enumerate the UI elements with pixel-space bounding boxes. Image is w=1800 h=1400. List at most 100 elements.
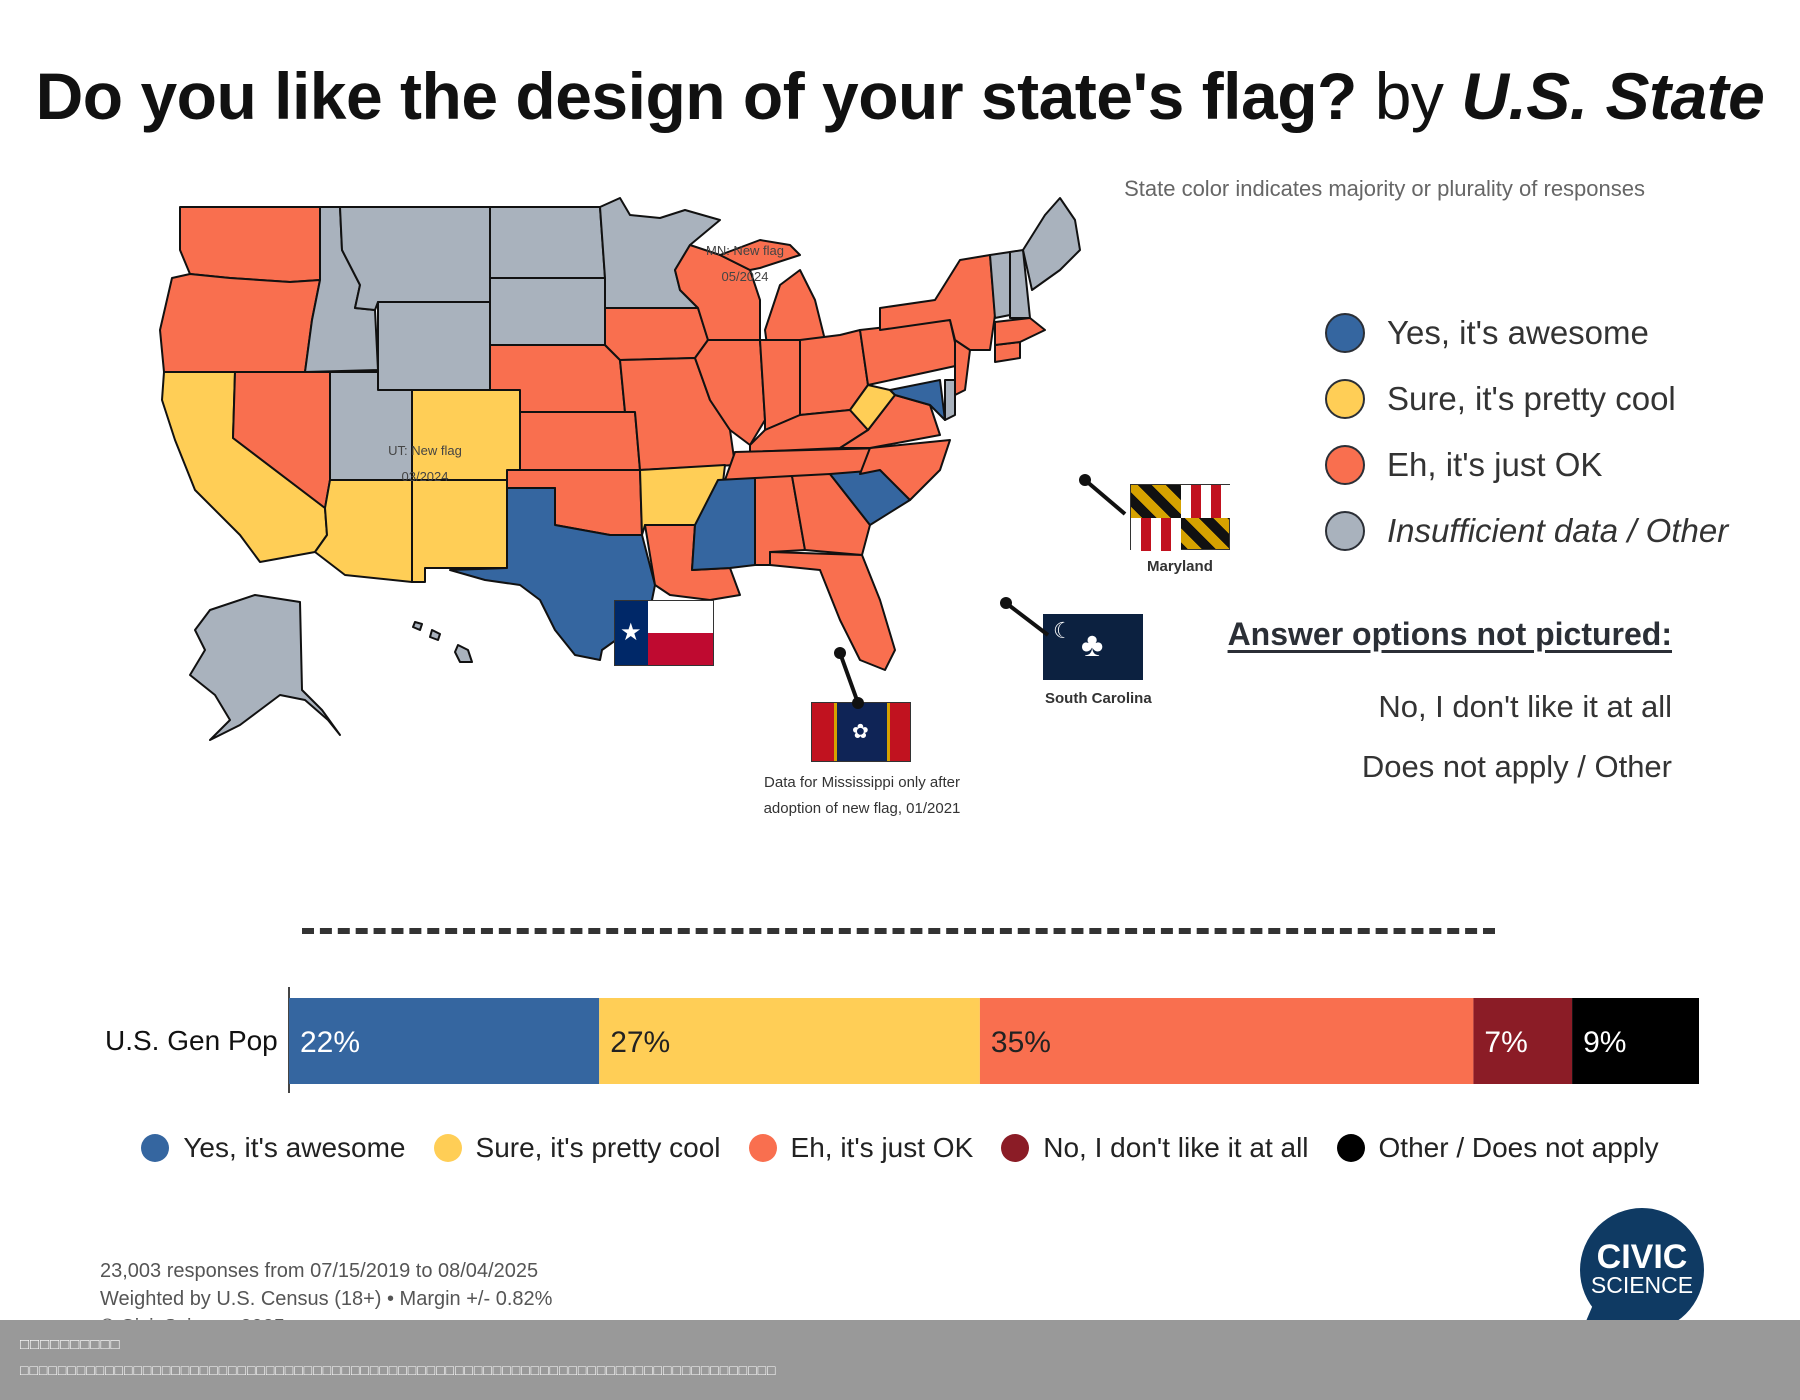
- state-ia: [604, 307, 709, 361]
- bar-segment-5: [1572, 998, 1699, 1084]
- south-carolina-flag: ☾ ♣: [1043, 614, 1143, 680]
- bar-segment-3: [979, 998, 1474, 1084]
- state-nh: [1009, 249, 1031, 319]
- state-or: [159, 273, 321, 373]
- maryland-label: Maryland: [1147, 558, 1213, 575]
- texas-label: Texas: [644, 672, 686, 689]
- footer-weighting: Weighted by U.S. Census (18+) • Margin +…: [100, 1288, 553, 1310]
- bar-legend-item: Yes, it's awesome: [141, 1132, 406, 1164]
- bar-legend-item: Other / Does not apply: [1336, 1132, 1659, 1164]
- legend-dot-sure: [1325, 379, 1365, 419]
- stacked-bar-chart: 22% 27% 35% 7% 9%: [289, 998, 1699, 1084]
- mississippi-pointer: [834, 647, 864, 709]
- bar-segment-4: [1473, 998, 1573, 1084]
- answer-options-not-pictured: Answer options not pictured: No, I don't…: [1228, 616, 1672, 797]
- legend-dot: [433, 1134, 462, 1162]
- star-icon: ★: [620, 619, 642, 646]
- state-ak: [189, 594, 341, 741]
- bar-segment-1: [289, 998, 600, 1084]
- bar-value-label: 9%: [1583, 1026, 1626, 1059]
- state-nc: [859, 439, 951, 501]
- bar-legend-item: Sure, it's pretty cool: [433, 1132, 721, 1164]
- legend-dot: [141, 1134, 170, 1162]
- legend-label: Yes, it's awesome: [1387, 314, 1649, 351]
- bar-legend: Yes, it's awesome Sure, it's pretty cool E…: [0, 1132, 1800, 1164]
- not-pictured-heading: Answer options not pictured:: [1227, 616, 1672, 652]
- bar-legend-label: Yes, it's awesome: [183, 1132, 406, 1163]
- maryland-pointer: [1079, 474, 1127, 516]
- logo-science: SCIENCE: [1591, 1272, 1693, 1298]
- title-main: Do you like the design of your state's f…: [35, 59, 1358, 133]
- legend-label: Sure, it's pretty cool: [1387, 380, 1676, 417]
- legend-label: Eh, it's just OK: [1387, 446, 1603, 483]
- mn-annotation: MN: New flag 05/2024: [705, 243, 785, 284]
- not-pictured-option: No, I don't like it at all: [1378, 689, 1672, 724]
- palmetto-icon: ♣: [1081, 626, 1104, 664]
- state-ga: [791, 473, 871, 556]
- state-de: [944, 379, 956, 421]
- footer-responses: 23,003 responses from 07/15/2019 to 08/0…: [100, 1260, 539, 1282]
- overlay-line-2: □□□□□□□□□□□□□□□□□□□□□□□□□□□□□□□□□□□□□□□□…: [20, 1362, 777, 1378]
- magnolia-icon: ✿: [852, 721, 869, 743]
- ut-annotation: UT: New flag 03/2024: [388, 443, 462, 484]
- moon-icon: ☾: [1053, 618, 1073, 643]
- bar-value-label: 7%: [1484, 1026, 1527, 1059]
- map-legend: Yes, it's awesome Sure, it's pretty cool…: [1325, 300, 1728, 564]
- bottom-overlay-bar: □□□□□□□□□□ □□□□□□□□□□□□□□□□□□□□□□□□□□□□□…: [0, 1320, 1800, 1400]
- bar-legend-item: No, I don't like it at all: [1001, 1132, 1309, 1164]
- state-wy: [377, 301, 491, 391]
- bar-value-label: 35%: [991, 1026, 1051, 1059]
- state-wa: [179, 206, 321, 283]
- state-ks: [519, 411, 641, 471]
- legend-item-eh: Eh, it's just OK: [1325, 432, 1728, 498]
- mississippi-note: Data for Mississippi only after adoption…: [763, 774, 961, 817]
- bar-segment-2: [599, 998, 980, 1084]
- legend-dot: [1336, 1134, 1365, 1162]
- state-nd: [489, 206, 606, 279]
- title-us-state: U.S. State: [1461, 59, 1765, 133]
- state-sd: [489, 277, 606, 346]
- state-hi: [412, 621, 473, 663]
- us-map: [159, 197, 1081, 741]
- overlay-line-1: □□□□□□□□□□: [20, 1336, 121, 1353]
- bar-value-label: 27%: [610, 1026, 670, 1059]
- state-ma: [994, 317, 1046, 346]
- legend-dot-eh: [1325, 445, 1365, 485]
- not-pictured-option: Does not apply / Other: [1361, 749, 1672, 784]
- bar-legend-label: Other / Does not apply: [1378, 1132, 1659, 1163]
- legend-item-sure: Sure, it's pretty cool: [1325, 366, 1728, 432]
- legend-dot: [748, 1134, 777, 1162]
- chart-title: Do you like the design of your state's f…: [0, 58, 1800, 134]
- south-carolina-label: South Carolina: [1045, 690, 1152, 707]
- state-az: [314, 479, 413, 583]
- bar-legend-label: Eh, it's just OK: [790, 1132, 974, 1163]
- bar-category-label: U.S. Gen Pop: [105, 1025, 278, 1056]
- state-pa: [859, 319, 961, 386]
- logo-civic: CIVIC: [1597, 1238, 1688, 1276]
- chart-subtitle: State color indicates majority or plural…: [1124, 176, 1645, 201]
- legend-dot-insufficient: [1325, 511, 1365, 551]
- mississippi-flag: ✿: [811, 702, 911, 762]
- south-carolina-pointer: [1000, 597, 1050, 637]
- legend-label: Insufficient data / Other: [1387, 512, 1729, 549]
- legend-dot-yes: [1325, 313, 1365, 353]
- texas-flag: ★: [614, 600, 714, 666]
- legend-item-insufficient: Insufficient data / Other: [1325, 498, 1728, 564]
- state-nm: [411, 479, 508, 583]
- legend-item-yes: Yes, it's awesome: [1325, 300, 1728, 366]
- legend-dot: [1001, 1134, 1030, 1162]
- maryland-flag: [1130, 484, 1231, 551]
- state-fl: [769, 551, 896, 671]
- civicscience-logo: CIVIC SCIENCE: [1578, 1208, 1704, 1340]
- bar-legend-label: Sure, it's pretty cool: [475, 1132, 721, 1163]
- state-wi: [674, 244, 761, 341]
- bar-value-label: 22%: [300, 1026, 360, 1059]
- title-by: by: [1374, 59, 1444, 133]
- section-divider: [302, 928, 1495, 934]
- bar-legend-label: No, I don't like it at all: [1043, 1132, 1309, 1163]
- state-tx: [449, 487, 656, 661]
- state-mt: [339, 206, 491, 311]
- state-ny: [879, 254, 996, 351]
- bar-legend-item: Eh, it's just OK: [748, 1132, 974, 1164]
- state-me: [1022, 197, 1081, 291]
